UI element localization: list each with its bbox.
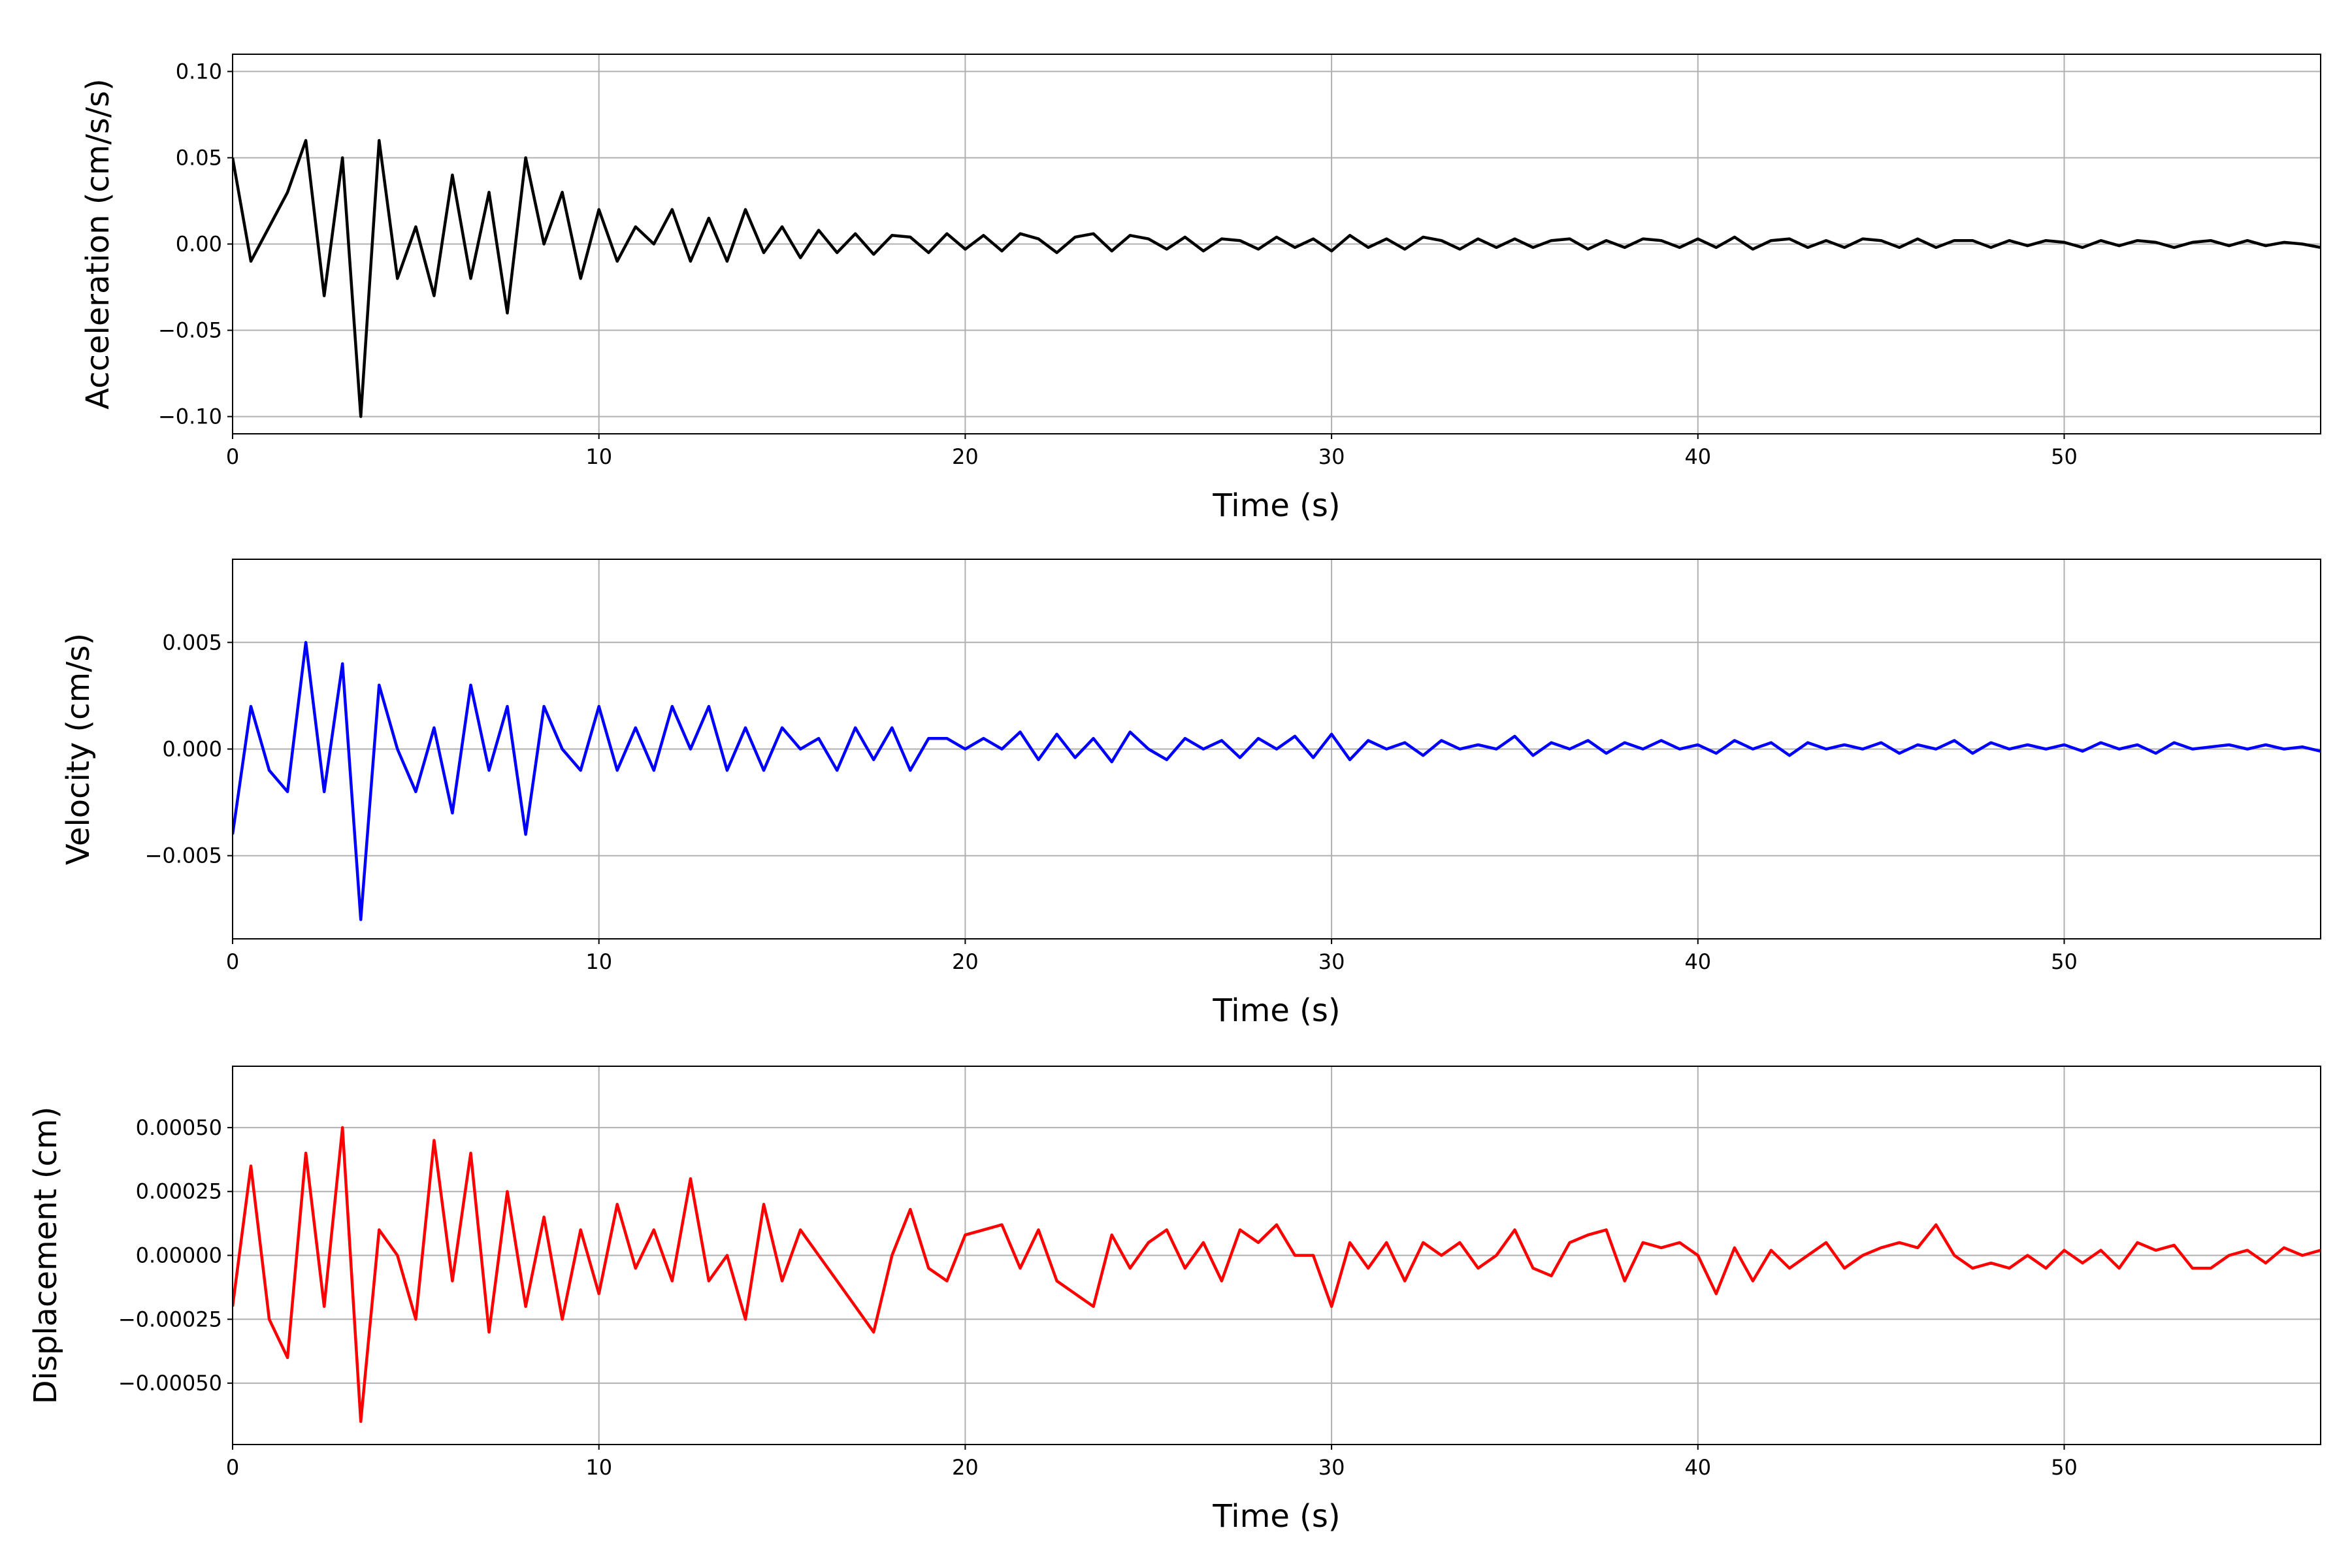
x-tick-label: 30 (1318, 1455, 1345, 1480)
x-axis-label: Time (s) (1212, 1498, 1340, 1535)
x-tick-label: 40 (1684, 949, 1711, 974)
x-tick-label: 0 (226, 444, 239, 469)
axes-frame (232, 54, 2321, 434)
y-tick-label: 0.000 (162, 737, 222, 762)
y-tick-label: −0.005 (145, 843, 222, 868)
x-tick-label: 40 (1684, 444, 1711, 469)
y-tick-label: −0.10 (158, 404, 222, 429)
y-tick-label: 0.00025 (136, 1179, 222, 1204)
y-axis-label: Acceleration (cm/s/s) (80, 78, 116, 409)
y-tick-label: 0.10 (176, 59, 222, 84)
data-line (233, 1126, 2321, 1424)
x-tick-label: 30 (1318, 949, 1345, 974)
y-tick-label: −0.00050 (118, 1371, 222, 1396)
y-tick-label: 0.00050 (136, 1115, 222, 1140)
x-tick-label: 10 (585, 949, 612, 974)
data-line (233, 641, 2321, 921)
y-tick-label: 0.05 (176, 145, 222, 170)
axes-frame (232, 559, 2321, 939)
x-axis-label: Time (s) (1212, 992, 1340, 1029)
y-tick-label: 0.00000 (136, 1243, 222, 1268)
y-tick-label: −0.00025 (118, 1307, 222, 1331)
x-tick-label: 50 (2051, 949, 2078, 974)
x-tick-label: 50 (2051, 444, 2078, 469)
y-axis-label: Velocity (cm/s) (60, 633, 97, 865)
x-tick-label: 40 (1684, 1455, 1711, 1480)
data-line (233, 139, 2321, 418)
x-tick-label: 20 (952, 1455, 979, 1480)
axes-frame (232, 1066, 2321, 1445)
y-tick-label: −0.05 (158, 318, 222, 343)
x-axis-label: Time (s) (1212, 487, 1340, 524)
x-tick-label: 50 (2051, 1455, 2078, 1480)
y-axis-label: Displacement (cm) (27, 1107, 64, 1405)
x-tick-label: 20 (952, 444, 979, 469)
x-tick-label: 10 (585, 444, 612, 469)
x-tick-label: 30 (1318, 444, 1345, 469)
y-tick-label: 0.00 (176, 232, 222, 257)
x-tick-label: 10 (585, 1455, 612, 1480)
y-tick-label: 0.005 (162, 630, 222, 655)
x-tick-label: 0 (226, 949, 239, 974)
x-tick-label: 20 (952, 949, 979, 974)
x-tick-label: 0 (226, 1455, 239, 1480)
